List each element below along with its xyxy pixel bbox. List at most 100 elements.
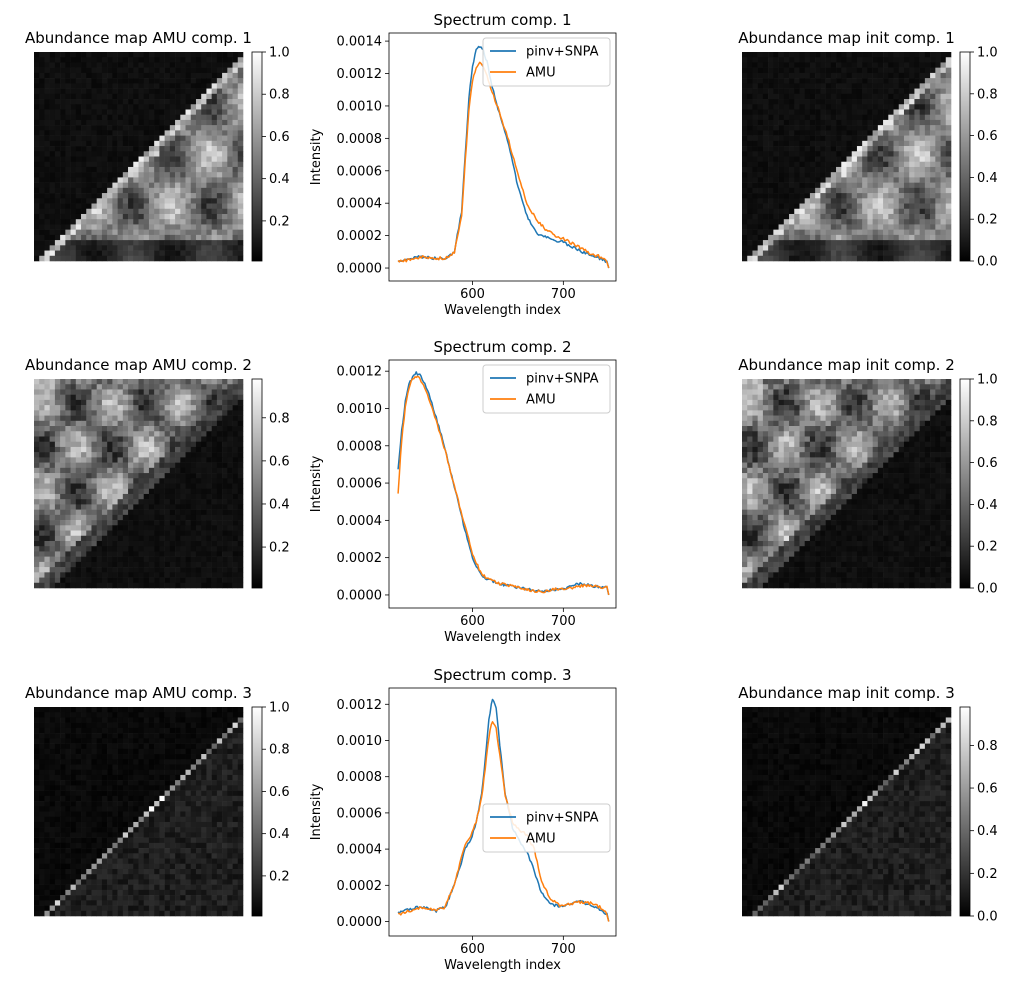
heatmap-cell [841, 83, 847, 89]
heatmap-cell [846, 114, 853, 121]
heatmap-cell [101, 62, 108, 68]
heatmap-cell [117, 130, 124, 136]
heatmap-cell [778, 151, 785, 157]
heatmap-cell [91, 161, 97, 168]
heatmap-cell [54, 567, 61, 573]
heatmap-cell [940, 109, 947, 115]
heatmap-cell [34, 483, 40, 490]
heatmap-cell [122, 488, 129, 495]
heatmap-cell [138, 483, 145, 490]
heatmap-cell [54, 535, 61, 542]
heatmap-cell [75, 83, 82, 89]
heatmap-cell [143, 93, 150, 100]
heatmap-cell [195, 224, 202, 230]
heatmap-cell [762, 78, 769, 84]
heatmap-cell [164, 88, 171, 95]
heatmap-cell [60, 140, 66, 147]
heatmap-cell [799, 177, 805, 183]
heatmap-cell [820, 255, 826, 262]
heatmap-cell [815, 93, 821, 100]
heatmap-cell [133, 125, 139, 131]
heatmap-cell [227, 467, 233, 474]
heatmap-cell [883, 135, 889, 142]
y-axis-label: Intensity [309, 128, 324, 185]
heatmap-cell [742, 156, 748, 163]
heatmap-cell [919, 151, 926, 157]
heatmap-cell [138, 530, 145, 537]
heatmap-cell [924, 93, 931, 100]
heatmap-cell [60, 493, 66, 500]
heatmap-cell [54, 441, 61, 448]
heatmap-cell [128, 166, 134, 173]
heatmap-cell [180, 405, 186, 411]
heatmap-cell [883, 213, 889, 220]
heatmap-cell [898, 229, 905, 236]
heatmap-cell [909, 72, 915, 79]
heatmap-cell [898, 151, 905, 157]
heatmap-cell [856, 224, 863, 230]
heatmap-cell [185, 240, 192, 246]
heatmap-cell [128, 203, 134, 210]
heatmap-cell [768, 203, 774, 210]
heatmap-cell [877, 151, 884, 157]
heatmap-cell [75, 509, 82, 516]
heatmap-cell [851, 255, 858, 262]
heatmap-cell [60, 509, 66, 516]
heatmap-cell [159, 140, 165, 147]
heatmap-cell [54, 405, 61, 411]
heatmap-cell [815, 166, 821, 173]
heatmap-cell [65, 213, 71, 220]
heatmap-cell [65, 509, 71, 516]
heatmap-cell [138, 119, 145, 126]
heatmap-cell [112, 187, 118, 194]
heatmap-cell [190, 213, 197, 220]
heatmap-cell [143, 245, 150, 251]
heatmap-cell [752, 67, 758, 74]
heatmap-cell [762, 140, 769, 147]
heatmap-cell [75, 114, 82, 121]
heatmap-cell [216, 535, 223, 542]
heatmap-cell [34, 57, 40, 63]
heatmap-cell [39, 156, 45, 163]
heatmap-cell [39, 140, 45, 147]
heatmap-cell [117, 488, 124, 495]
heatmap-cell [836, 172, 842, 178]
heatmap-cell [862, 161, 868, 168]
heatmap-cell [877, 104, 884, 110]
heatmap-cell [96, 203, 103, 210]
heatmap-cell [773, 135, 779, 142]
heatmap-cell [65, 504, 71, 510]
heatmap-cell [101, 130, 108, 136]
heatmap-cell [227, 488, 233, 495]
heatmap-cell [232, 255, 239, 262]
heatmap-cell [841, 203, 847, 210]
heatmap-cell [794, 78, 800, 84]
heatmap-cell [945, 208, 952, 215]
heatmap-cell [846, 245, 853, 251]
heatmap-cell [211, 140, 218, 147]
heatmap-cell [909, 119, 915, 126]
heatmap-cell [830, 234, 837, 241]
heatmap-cell [815, 78, 821, 84]
heatmap-cell [799, 72, 805, 79]
heatmap-cell [180, 567, 186, 573]
heatmap-cell [180, 72, 186, 79]
heatmap-cell [190, 172, 197, 178]
heatmap-cell [96, 394, 103, 401]
heatmap-cell [216, 394, 223, 401]
heatmap-cell [169, 535, 176, 542]
heatmap-cell [841, 146, 847, 152]
heatmap-cell [867, 177, 873, 183]
heatmap-cell [49, 52, 56, 58]
heatmap-cell [159, 384, 165, 390]
heatmap-cell [778, 93, 785, 100]
heatmap-cell [757, 193, 764, 199]
heatmap-cell [752, 140, 758, 147]
heatmap-cell [909, 172, 915, 178]
heatmap-cell [65, 556, 71, 563]
heatmap-cell [133, 119, 139, 126]
heatmap-cell [893, 88, 900, 95]
heatmap-cell [799, 125, 805, 131]
heatmap-cell [128, 93, 134, 100]
heatmap-cell [747, 62, 753, 68]
